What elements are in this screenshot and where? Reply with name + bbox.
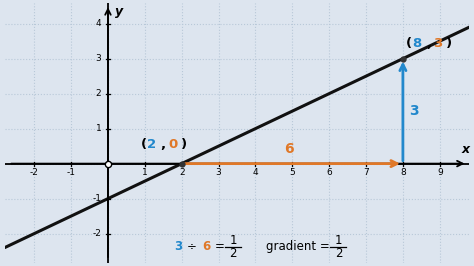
Text: gradient =: gradient = bbox=[266, 240, 334, 253]
Text: 5: 5 bbox=[290, 168, 295, 177]
Text: 1: 1 bbox=[229, 234, 237, 247]
Text: y: y bbox=[115, 6, 123, 18]
Text: -1: -1 bbox=[92, 194, 101, 203]
Text: 3: 3 bbox=[96, 54, 101, 63]
Text: ÷: ÷ bbox=[186, 240, 196, 253]
Text: ,: , bbox=[426, 38, 431, 51]
Text: -1: -1 bbox=[67, 168, 75, 177]
Text: =: = bbox=[215, 240, 225, 253]
Text: ): ) bbox=[447, 38, 453, 51]
Text: 6: 6 bbox=[202, 240, 210, 253]
Text: 8: 8 bbox=[412, 38, 422, 51]
Text: (: ( bbox=[141, 138, 146, 151]
Text: 1: 1 bbox=[335, 234, 342, 247]
Text: 2: 2 bbox=[147, 138, 156, 151]
Text: 3: 3 bbox=[410, 104, 419, 118]
Text: 4: 4 bbox=[96, 19, 101, 28]
Text: (: ( bbox=[406, 38, 412, 51]
Text: 2: 2 bbox=[179, 168, 184, 177]
Text: 3: 3 bbox=[434, 38, 443, 51]
Text: 3: 3 bbox=[174, 240, 182, 253]
Text: 6: 6 bbox=[326, 168, 332, 177]
Text: 2: 2 bbox=[96, 89, 101, 98]
Text: 9: 9 bbox=[437, 168, 443, 177]
Text: x: x bbox=[462, 143, 470, 156]
Text: 0: 0 bbox=[168, 138, 177, 151]
Text: 7: 7 bbox=[363, 168, 369, 177]
Text: ,: , bbox=[161, 138, 166, 151]
Text: -2: -2 bbox=[92, 229, 101, 238]
Text: 2: 2 bbox=[229, 247, 237, 260]
Text: ): ) bbox=[181, 138, 187, 151]
Text: 4: 4 bbox=[253, 168, 258, 177]
Text: 3: 3 bbox=[216, 168, 221, 177]
Text: 8: 8 bbox=[400, 168, 406, 177]
Text: 2: 2 bbox=[335, 247, 342, 260]
Text: 1: 1 bbox=[142, 168, 148, 177]
Text: -2: -2 bbox=[30, 168, 39, 177]
Text: 6: 6 bbox=[284, 142, 293, 156]
Text: 1: 1 bbox=[96, 124, 101, 133]
